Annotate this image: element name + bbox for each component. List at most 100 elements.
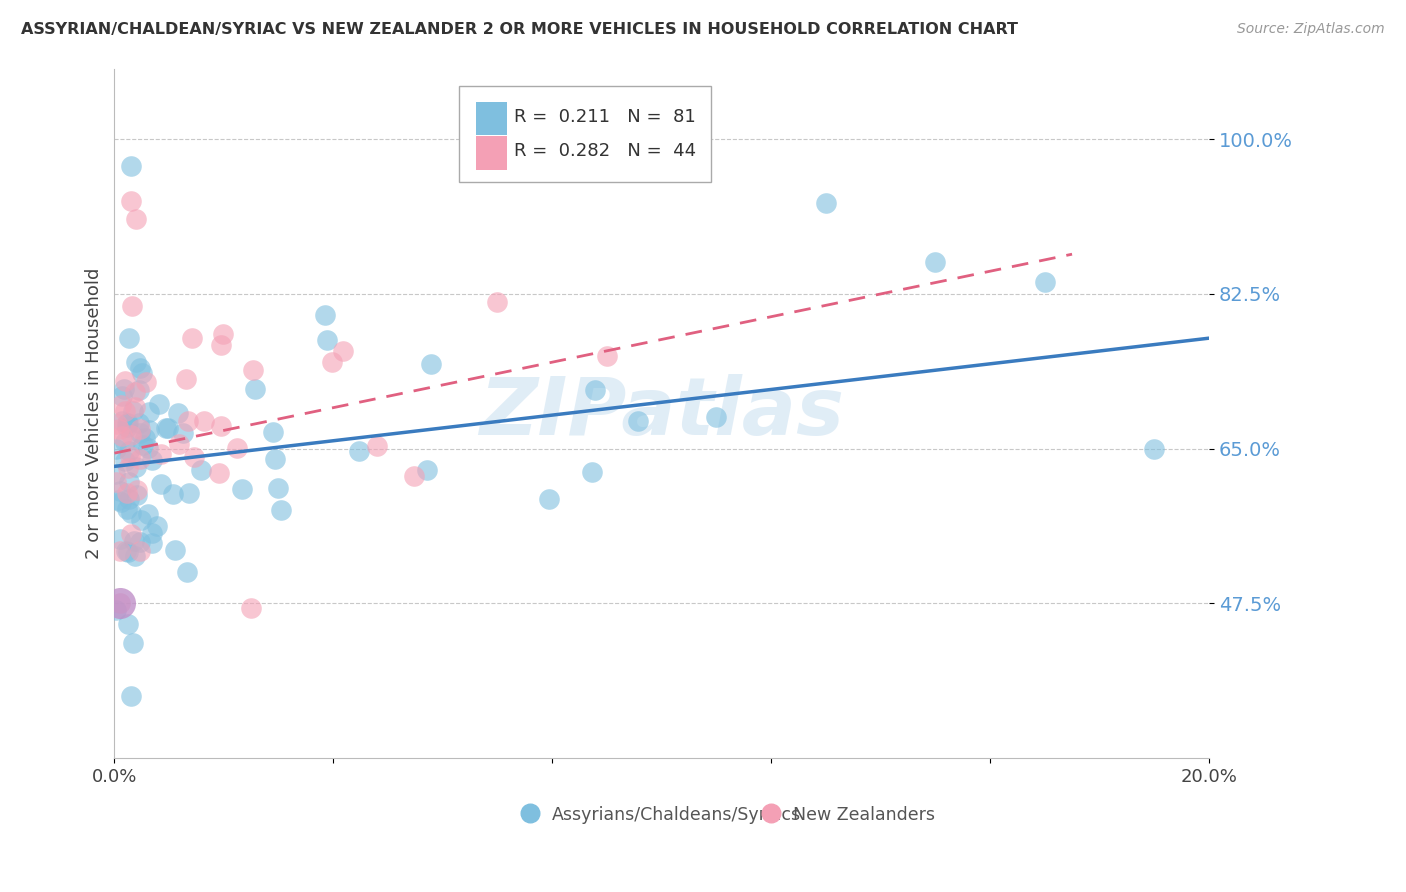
Point bbox=[114, 434, 136, 449]
Point bbox=[117, 545, 139, 559]
Point bbox=[176, 566, 198, 580]
Point bbox=[110, 398, 132, 412]
Point bbox=[169, 436, 191, 450]
Point bbox=[419, 357, 441, 371]
Point bbox=[107, 492, 129, 507]
Point bbox=[114, 454, 136, 468]
Point bbox=[105, 603, 128, 617]
Point bbox=[141, 525, 163, 540]
Point bbox=[115, 420, 138, 434]
Point bbox=[321, 355, 343, 369]
Point bbox=[117, 502, 139, 516]
Point bbox=[162, 487, 184, 501]
Text: New Zealanders: New Zealanders bbox=[793, 805, 935, 823]
Text: Assyrians/Chaldeans/Syriacs: Assyrians/Chaldeans/Syriacs bbox=[553, 805, 801, 823]
Point bbox=[128, 544, 150, 558]
Point bbox=[107, 421, 129, 435]
Point bbox=[128, 383, 150, 397]
Point bbox=[924, 255, 946, 269]
Point bbox=[114, 374, 136, 388]
Point bbox=[128, 417, 150, 431]
Point bbox=[110, 495, 132, 509]
Point bbox=[108, 596, 131, 610]
Y-axis label: 2 or more Vehicles in Household: 2 or more Vehicles in Household bbox=[86, 268, 103, 559]
Point bbox=[111, 389, 134, 403]
Point bbox=[347, 444, 370, 458]
Point bbox=[118, 491, 141, 506]
Point bbox=[208, 466, 231, 480]
Text: R =  0.211   N =  81: R = 0.211 N = 81 bbox=[513, 108, 696, 126]
Point bbox=[118, 330, 141, 344]
Point bbox=[129, 426, 152, 441]
Point bbox=[138, 424, 160, 438]
Point bbox=[626, 414, 648, 428]
Point bbox=[177, 414, 200, 428]
Point bbox=[128, 361, 150, 376]
Point bbox=[209, 338, 232, 352]
Point bbox=[486, 295, 509, 310]
Text: Source: ZipAtlas.com: Source: ZipAtlas.com bbox=[1237, 22, 1385, 37]
Point bbox=[704, 410, 727, 425]
Point bbox=[120, 526, 142, 541]
FancyBboxPatch shape bbox=[460, 86, 711, 182]
Point bbox=[814, 196, 837, 211]
Point bbox=[138, 405, 160, 419]
Point bbox=[404, 468, 426, 483]
Point bbox=[270, 503, 292, 517]
Point bbox=[166, 406, 188, 420]
Point bbox=[129, 452, 152, 467]
Point bbox=[211, 326, 233, 341]
Point bbox=[174, 372, 197, 386]
Point bbox=[122, 636, 145, 650]
Point bbox=[242, 363, 264, 377]
Point bbox=[231, 482, 253, 496]
Point bbox=[114, 404, 136, 418]
Point bbox=[128, 421, 150, 435]
Point bbox=[157, 421, 180, 435]
Point bbox=[111, 414, 134, 428]
Point bbox=[141, 452, 163, 467]
Point bbox=[111, 428, 134, 442]
Point bbox=[132, 438, 155, 452]
Point bbox=[125, 355, 148, 369]
Point bbox=[193, 414, 215, 428]
Point bbox=[110, 483, 132, 498]
Point bbox=[581, 466, 603, 480]
Point bbox=[190, 463, 212, 477]
Point bbox=[125, 487, 148, 501]
Point bbox=[115, 544, 138, 558]
Point bbox=[121, 404, 143, 418]
Point bbox=[108, 532, 131, 546]
Point bbox=[183, 450, 205, 464]
FancyBboxPatch shape bbox=[475, 102, 508, 136]
Point bbox=[124, 400, 146, 414]
Point bbox=[120, 690, 142, 704]
Point bbox=[1033, 275, 1056, 289]
Point bbox=[266, 481, 288, 495]
Point bbox=[117, 616, 139, 631]
Point bbox=[115, 486, 138, 500]
Point bbox=[314, 308, 336, 322]
Text: ASSYRIAN/CHALDEAN/SYRIAC VS NEW ZEALANDER 2 OR MORE VEHICLES IN HOUSEHOLD CORREL: ASSYRIAN/CHALDEAN/SYRIAC VS NEW ZEALANDE… bbox=[21, 22, 1018, 37]
Point bbox=[118, 475, 141, 490]
Point bbox=[172, 426, 194, 441]
Point bbox=[138, 441, 160, 455]
Point bbox=[537, 491, 560, 506]
Point bbox=[125, 211, 148, 226]
Point bbox=[117, 460, 139, 475]
Point bbox=[209, 418, 232, 433]
Point bbox=[135, 375, 157, 389]
Point bbox=[165, 542, 187, 557]
Point bbox=[104, 467, 127, 481]
Point bbox=[134, 431, 156, 445]
Point bbox=[115, 416, 138, 430]
Point bbox=[120, 159, 142, 173]
Point bbox=[146, 519, 169, 533]
Point bbox=[125, 459, 148, 474]
Point bbox=[124, 549, 146, 563]
Point bbox=[124, 384, 146, 399]
Point bbox=[181, 330, 204, 344]
Point bbox=[262, 425, 284, 439]
Point bbox=[122, 533, 145, 548]
Point bbox=[118, 444, 141, 458]
